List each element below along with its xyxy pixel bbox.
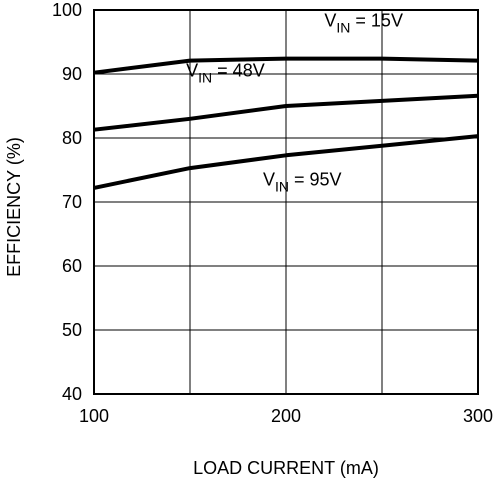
series-line-3 [93,134,479,190]
plot-frame [93,9,479,395]
x-tick-label: 300 [463,406,493,426]
y-tick-label: 90 [62,64,82,84]
x-axis-title: LOAD CURRENT (mA) [193,458,379,478]
y-tick-label: 70 [62,192,82,212]
series-label-3: VIN = 95V [263,169,342,194]
y-tick-label: 100 [52,0,82,20]
y-axis-title: EFFICIENCY (%) [4,137,24,277]
y-tick-label: 60 [62,256,82,276]
series-labels: VIN = 15V VIN = 48V VIN = 95V [186,11,403,195]
x-tick-label: 100 [79,406,109,426]
series-line-2 [93,93,479,132]
series-label-1: VIN = 15V [324,11,403,36]
x-tick-label: 200 [271,406,301,426]
plot-border [93,9,479,395]
y-tick-label: 50 [62,320,82,340]
series-lines [93,56,479,190]
y-tick-label: 40 [62,384,82,404]
series-label-2: VIN = 48V [186,61,265,86]
grid [93,9,479,395]
y-tick-label: 80 [62,128,82,148]
tick-labels: 40 50 60 70 80 90 100 100 200 300 [52,0,493,426]
series-line-1 [93,56,479,75]
